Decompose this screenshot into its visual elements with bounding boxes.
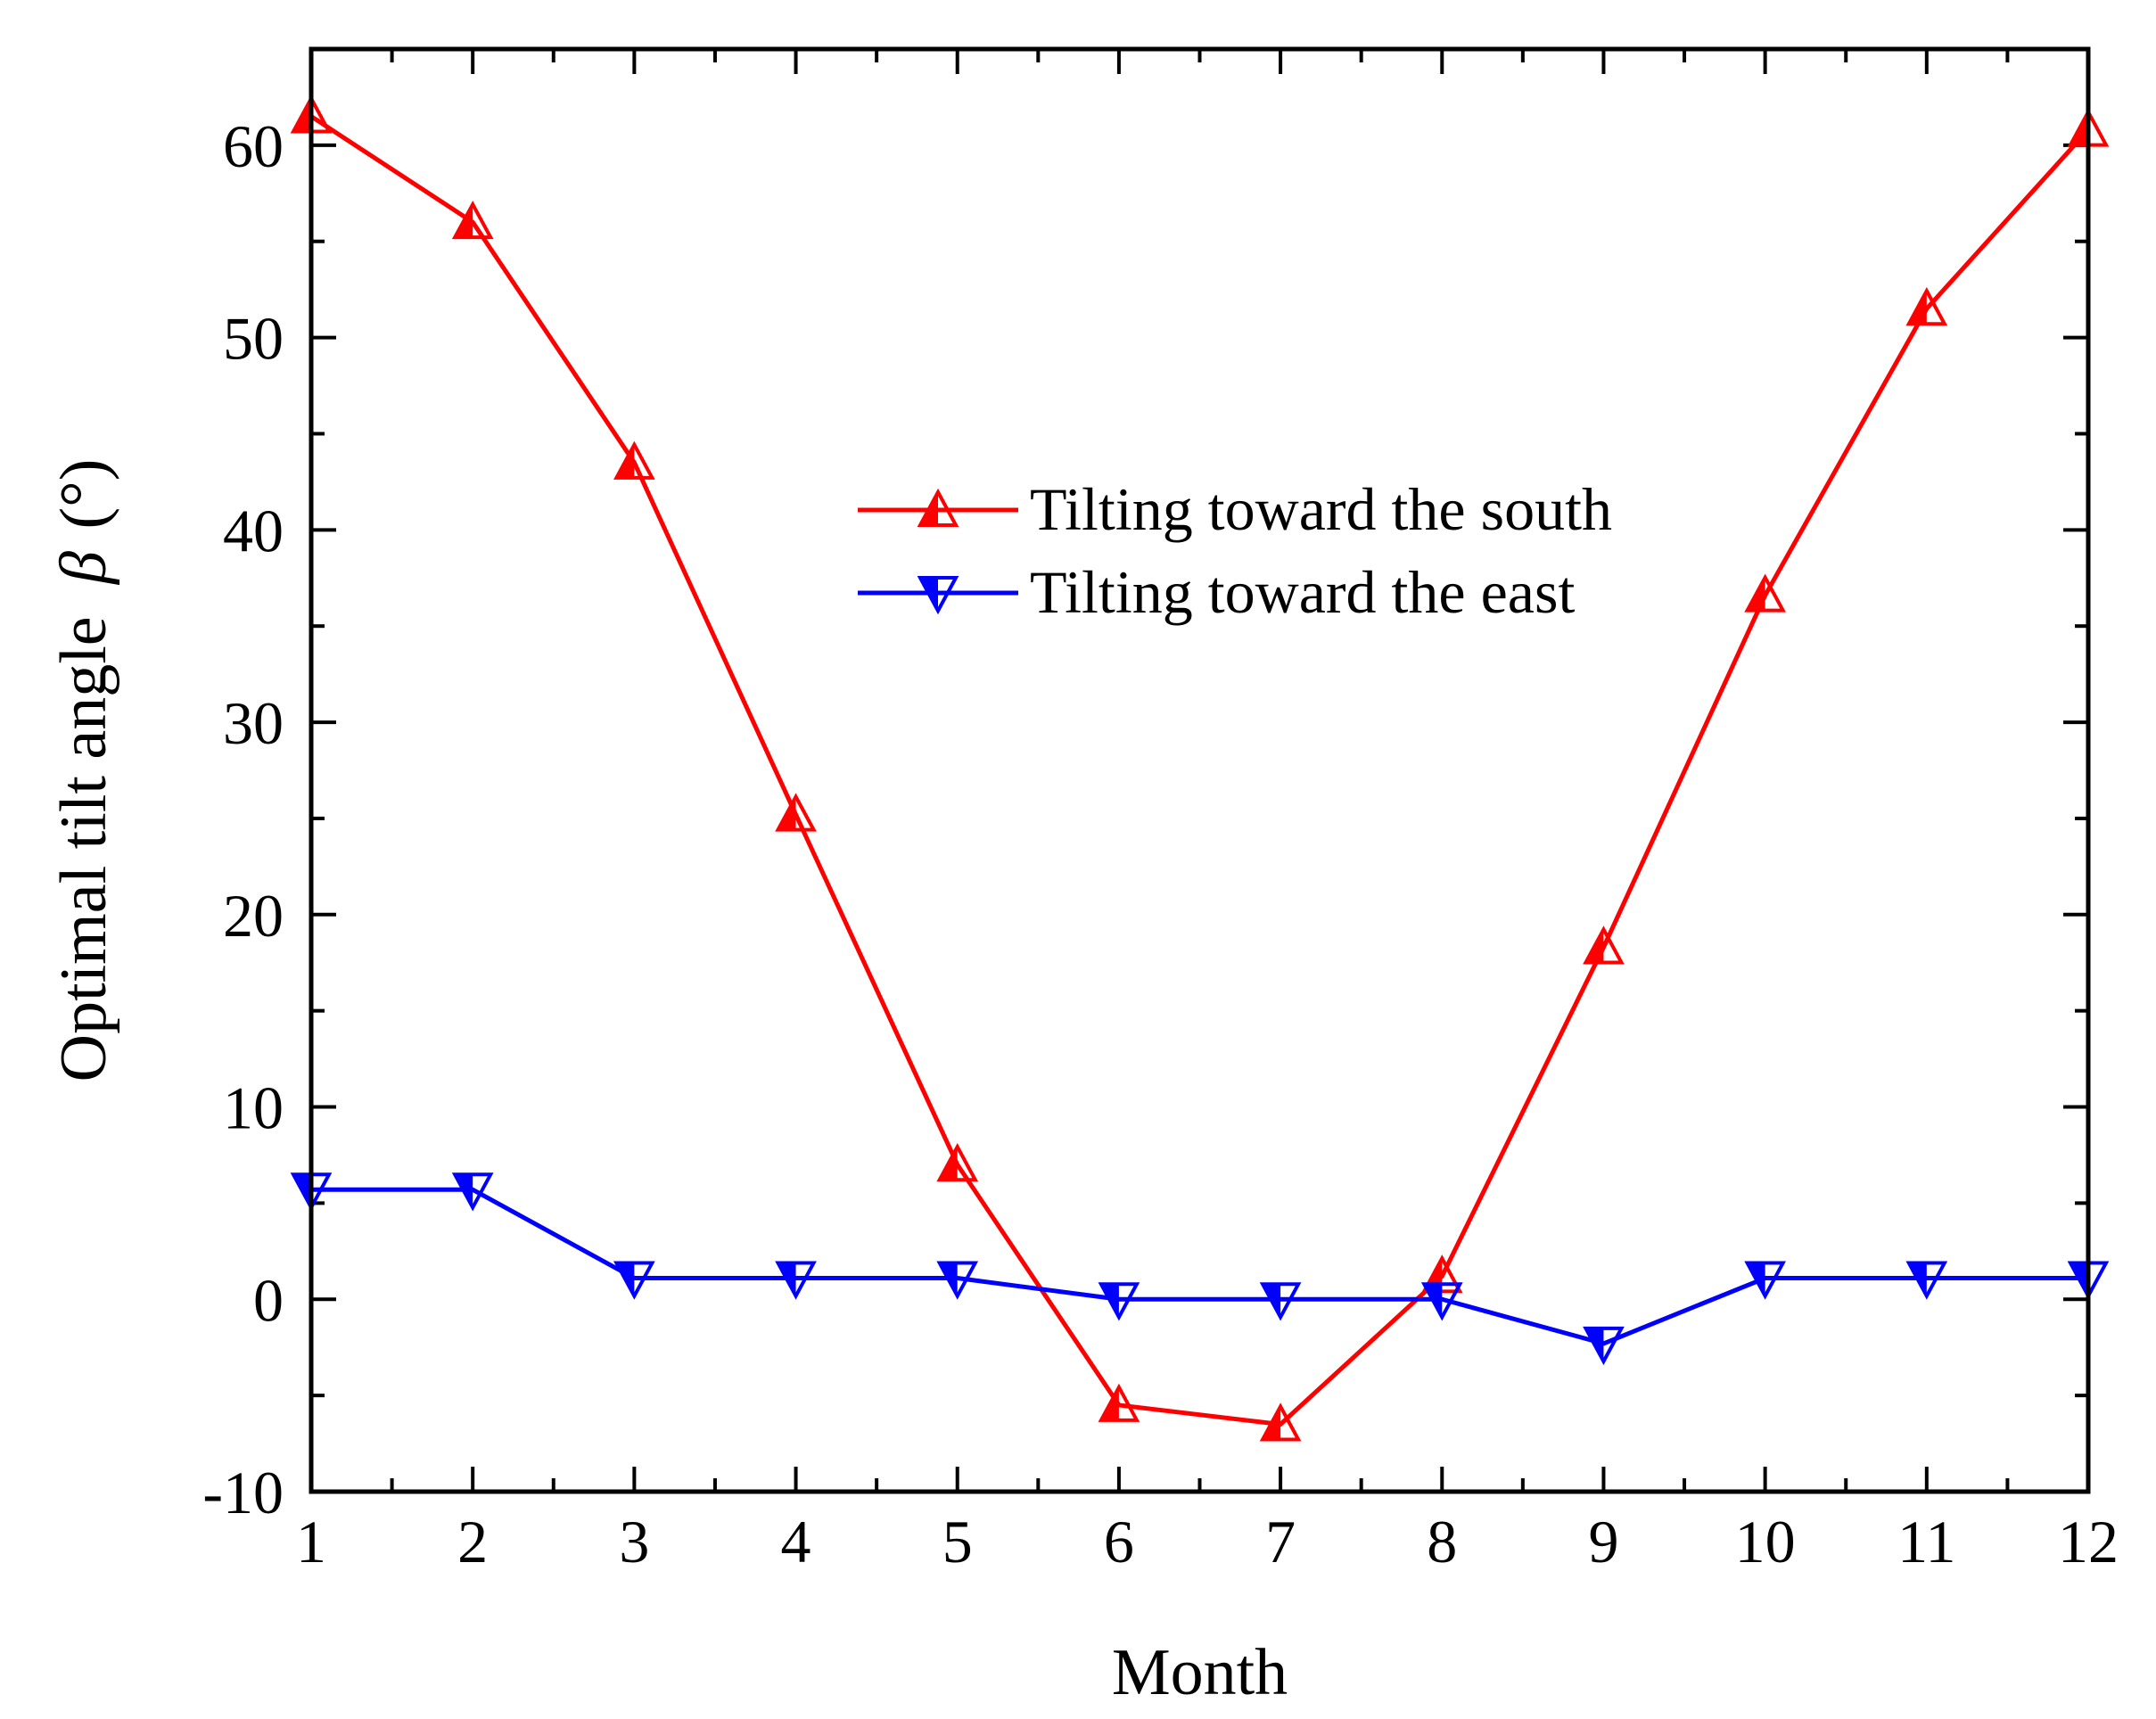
y-tick-label: 30 [223, 689, 284, 757]
x-tick-label: 12 [2058, 1508, 2119, 1575]
data-point-east [1905, 1261, 1948, 1300]
axis-ticks [309, 49, 2090, 1493]
x-axis-title: Month [1112, 1636, 1288, 1709]
x-tick-label: 10 [1735, 1508, 1796, 1575]
data-point-east [451, 1172, 494, 1212]
y-tick-label: -10 [202, 1459, 284, 1526]
data-point-south [936, 1143, 979, 1182]
data-point-east [1420, 1282, 1463, 1321]
x-tick-label: 5 [942, 1508, 973, 1575]
x-tick-label: 1 [296, 1508, 326, 1575]
legend-marker [917, 488, 959, 527]
y-tick-label: 40 [223, 497, 284, 564]
y-tick-label: 0 [253, 1266, 284, 1334]
x-tick-label: 9 [1588, 1508, 1618, 1575]
plot-series [290, 95, 2110, 1442]
x-tick-label: 2 [457, 1508, 488, 1575]
data-point-east [775, 1261, 817, 1300]
legend-label: Tilting toward the south [1030, 475, 1612, 543]
data-point-east [936, 1261, 979, 1300]
x-tick-label: 7 [1265, 1508, 1296, 1575]
plot-frame [309, 46, 2091, 1494]
legend-item-east: Tilting toward the east [858, 558, 1575, 626]
y-tick-label: 10 [223, 1074, 284, 1142]
y-tick-label: 60 [223, 112, 284, 180]
y-tick-label: 20 [223, 882, 284, 950]
y-axis-title: Optimal tilt angle β (°) [47, 459, 120, 1082]
data-point-east [1583, 1326, 1625, 1366]
data-point-south [1583, 925, 1625, 965]
x-tick-label: 11 [1897, 1508, 1955, 1575]
x-tick-label: 4 [781, 1508, 811, 1575]
y-axis-title-unit: (°) [47, 459, 120, 530]
x-tick-label: 6 [1104, 1508, 1134, 1575]
data-point-east [1098, 1282, 1140, 1321]
data-point-south [1744, 573, 1786, 613]
data-point-south [1259, 1402, 1302, 1442]
data-point-south [1098, 1383, 1140, 1422]
x-tick-label: 3 [619, 1508, 649, 1575]
data-point-south [1905, 287, 1948, 326]
legend: Tilting toward the south Tilting toward t… [858, 475, 1612, 626]
data-point-east [613, 1261, 655, 1300]
data-point-south [775, 793, 817, 832]
series-line-east [311, 1187, 2088, 1346]
series-line-south [309, 114, 2090, 1427]
legend-label: Tilting toward the east [1030, 558, 1575, 626]
x-tick-label: 8 [1427, 1508, 1457, 1575]
y-axis-title-symbol: β [47, 551, 120, 586]
data-point-south [613, 440, 655, 480]
data-point-east [1259, 1282, 1302, 1321]
legend-marker [917, 576, 959, 615]
data-point-south [451, 200, 494, 240]
y-tick-label: 50 [223, 305, 284, 373]
y-axis-title-text: Optimal tilt angle [47, 616, 120, 1082]
legend-item-south: Tilting toward the south [858, 475, 1612, 543]
data-point-east [1744, 1261, 1786, 1300]
